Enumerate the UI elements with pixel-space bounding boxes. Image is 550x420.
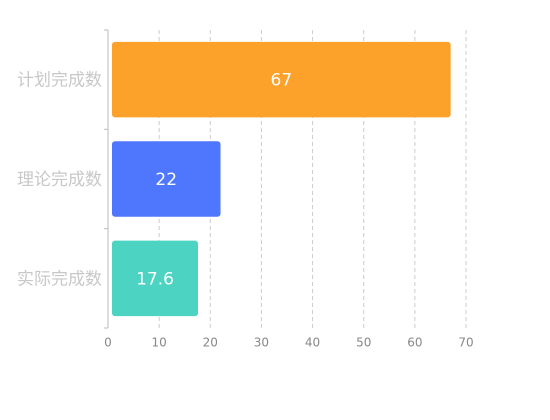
x-tick-label: 50 (356, 336, 371, 350)
bar (112, 141, 221, 217)
bar (112, 240, 199, 317)
x-tick-label: 40 (305, 336, 320, 350)
bar (112, 41, 451, 118)
x-tick-label: 60 (407, 336, 422, 350)
category-label: 理论完成数 (17, 170, 102, 190)
x-tick-label: 10 (152, 336, 167, 350)
x-tick-label: 0 (104, 336, 112, 350)
value-label: 22 (155, 170, 177, 190)
x-tick-label: 70 (458, 336, 473, 350)
value-label: 17.6 (136, 269, 174, 289)
category-label: 实际完成数 (17, 269, 102, 289)
x-tick-label: 30 (254, 336, 269, 350)
category-label: 计划完成数 (17, 71, 102, 91)
x-tick-label: 20 (203, 336, 218, 350)
value-label: 67 (271, 71, 293, 91)
